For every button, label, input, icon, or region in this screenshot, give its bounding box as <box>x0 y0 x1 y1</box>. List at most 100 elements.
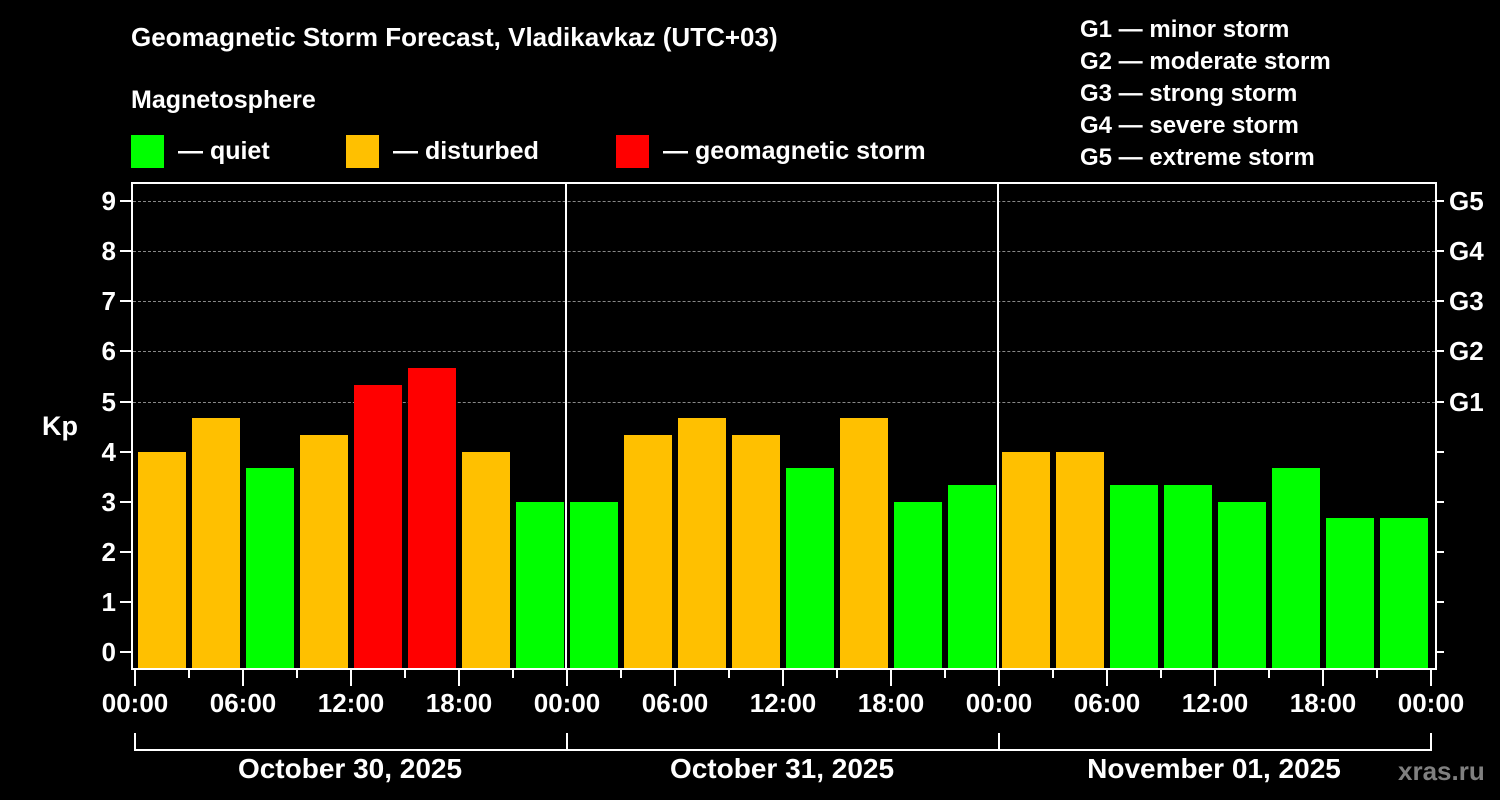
x-tick <box>350 670 352 686</box>
day-label: October 30, 2025 <box>237 753 463 784</box>
y-tick <box>120 450 131 453</box>
x-tick-label: 18:00 <box>425 688 493 718</box>
g-level-label: G4 <box>1449 236 1484 267</box>
y-tick-label: 5 <box>101 386 116 417</box>
kp-bar <box>1326 518 1374 668</box>
x-tick <box>728 670 730 678</box>
x-tick <box>1214 670 1216 686</box>
day-separator <box>565 184 567 668</box>
x-tick <box>1376 670 1378 678</box>
right-tick <box>1435 500 1444 503</box>
y-tick <box>120 250 131 253</box>
kp-bar <box>192 418 240 668</box>
right-tick <box>1435 300 1444 303</box>
kp-bar <box>246 468 294 668</box>
kp-bar <box>732 435 780 668</box>
kp-bar <box>1272 468 1320 668</box>
x-tick <box>944 670 946 678</box>
gridline <box>133 251 1435 253</box>
y-tick <box>120 200 131 203</box>
g-level-label: G3 <box>1449 286 1484 317</box>
storm-swatch-icon <box>616 134 649 168</box>
x-tick <box>782 670 784 686</box>
y-tick <box>120 350 131 353</box>
x-tick <box>188 670 190 678</box>
y-tick-label: 7 <box>101 286 116 317</box>
right-tick <box>1435 400 1444 403</box>
x-tick <box>1052 670 1054 678</box>
kp-bar <box>408 367 456 668</box>
legend-label: — quiet <box>178 136 270 165</box>
x-tick <box>512 670 514 678</box>
day-bracket <box>566 733 1000 751</box>
kp-bar <box>1002 451 1050 668</box>
kp-bar <box>462 451 510 668</box>
kp-bar <box>1218 501 1266 668</box>
x-tick <box>458 670 460 686</box>
day-label: November 01, 2025 <box>1087 753 1341 784</box>
legend-label: — disturbed <box>393 136 539 165</box>
x-tick <box>998 670 1000 686</box>
gridline <box>133 401 1435 403</box>
x-tick-label: 12:00 <box>317 688 385 718</box>
right-tick <box>1435 600 1444 603</box>
y-tick-label: 8 <box>101 236 116 267</box>
day-bracket-end <box>1430 733 1432 751</box>
x-tick-label: 12:00 <box>1181 688 1249 718</box>
x-tick <box>1430 670 1432 686</box>
gridline <box>133 201 1435 203</box>
x-tick-label: 00:00 <box>533 688 601 718</box>
y-tick-label: 3 <box>101 486 116 517</box>
watermark: xras.ru <box>1398 756 1485 786</box>
y-tick <box>120 600 131 603</box>
x-tick <box>566 670 568 686</box>
y-tick-label: 2 <box>101 536 116 567</box>
g1-legend: G1 — minor storm <box>1080 16 1290 43</box>
right-tick <box>1435 550 1444 553</box>
gridline <box>133 301 1435 303</box>
x-tick <box>296 670 298 678</box>
legend-label: — geomagnetic storm <box>663 136 926 165</box>
x-tick-label: 18:00 <box>857 688 925 718</box>
kp-bar <box>354 384 402 668</box>
day-label: October 31, 2025 <box>669 753 895 784</box>
x-tick-label: 00:00 <box>101 688 169 718</box>
right-tick <box>1435 350 1444 353</box>
plot-area <box>131 182 1437 670</box>
day-separator <box>997 184 999 668</box>
y-tick <box>120 300 131 303</box>
kp-bar <box>1380 518 1428 668</box>
right-tick <box>1435 651 1444 653</box>
kp-bar <box>948 485 996 668</box>
x-tick <box>836 670 838 678</box>
g-level-label: G2 <box>1449 336 1484 367</box>
kp-bar <box>786 468 834 668</box>
legend-disturbed: — disturbed <box>346 134 539 168</box>
x-tick-label: 00:00 <box>1397 688 1465 718</box>
g2-legend: G2 — moderate storm <box>1080 48 1331 75</box>
kp-bar <box>840 418 888 668</box>
g-level-label: G1 <box>1449 386 1484 417</box>
y-tick-label: 9 <box>101 186 116 217</box>
right-tick <box>1435 450 1444 453</box>
x-tick-label: 18:00 <box>1289 688 1357 718</box>
quiet-swatch-icon <box>131 134 164 168</box>
y-tick <box>120 400 131 403</box>
y-tick-label: 4 <box>101 436 116 467</box>
kp-bar <box>1110 485 1158 668</box>
y-tick <box>120 500 131 503</box>
x-tick <box>890 670 892 686</box>
y-tick-label: 0 <box>101 637 116 667</box>
x-tick <box>1322 670 1324 686</box>
kp-bar <box>516 501 564 668</box>
x-tick-label: 00:00 <box>965 688 1033 718</box>
x-tick-label: 06:00 <box>1073 688 1141 718</box>
disturbed-swatch-icon <box>346 134 379 168</box>
x-tick <box>404 670 406 678</box>
legend-storm: — geomagnetic storm <box>616 134 926 168</box>
g-scale-legend: G1 — minor storm G2 — moderate storm G3 … <box>1080 14 1331 174</box>
x-tick <box>242 670 244 686</box>
g5-legend: G5 — extreme storm <box>1080 144 1315 171</box>
x-tick <box>620 670 622 678</box>
y-axis-label: Kp <box>42 411 78 441</box>
